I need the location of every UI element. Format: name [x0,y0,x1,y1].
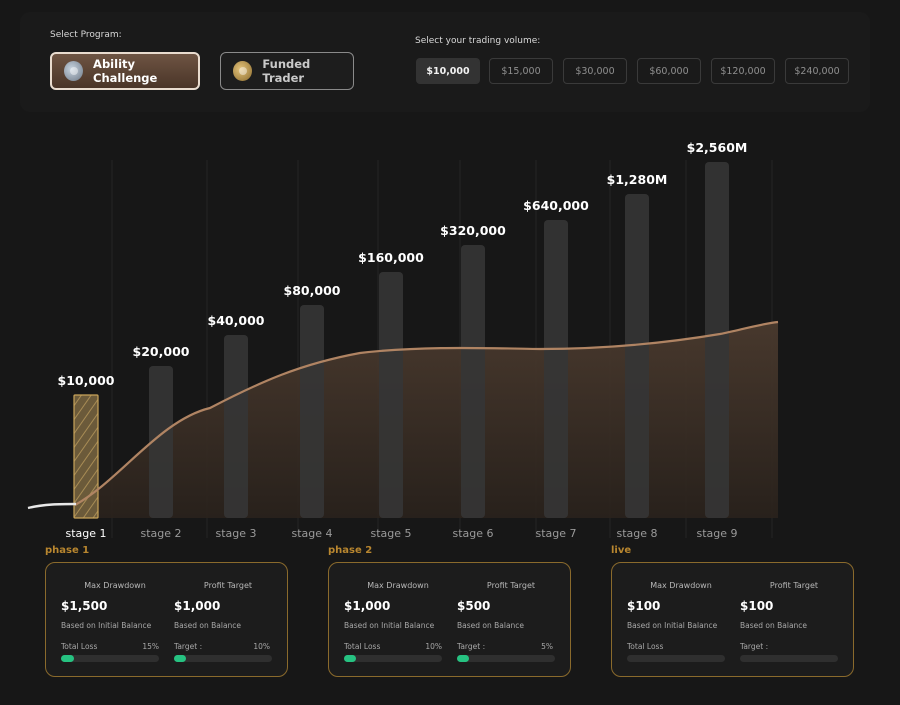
progress-fill [174,655,186,662]
program-option-label: Funded Trader [262,57,311,85]
stage-value-label: $160,000 [358,250,424,265]
stage-bar[interactable] [300,305,324,518]
progress-track [344,655,442,662]
progress-label: Total Loss [627,642,664,651]
volume-option-15000[interactable]: $15,000 [489,58,553,84]
progress-label: Target : [457,642,486,651]
progress-track [457,655,555,662]
stage-bar[interactable] [149,366,173,518]
stage-category-label[interactable]: stage 7 [535,527,576,540]
stage-category-label[interactable]: stage 1 [65,527,106,540]
progress-fill [457,655,469,662]
progress-fill [61,655,75,662]
drawdown-basis: Based on Initial Balance [344,621,435,630]
ability-challenge-button[interactable]: Ability Challenge [50,52,200,90]
section-title: Profit Target [486,581,536,590]
stage-value-label: $640,000 [523,198,589,213]
drawdown-amount: $100 [627,599,661,613]
phase-card: Max Drawdown $100 Based on Initial Balan… [611,562,854,677]
phase-label: phase 1 [45,545,90,556]
stage-category-label[interactable]: stage 2 [140,527,181,540]
max-drawdown-section: Max Drawdown $1,500 Based on Initial Bal… [61,563,169,676]
stage-bar[interactable] [461,245,485,518]
progress-fill [344,655,356,662]
max-drawdown-section: Max Drawdown $100 Based on Initial Balan… [627,563,735,676]
drawdown-amount: $1,000 [344,599,391,613]
stage-bar-active[interactable] [73,394,99,519]
funded-trader-button[interactable]: Funded Trader [220,52,354,90]
stage-bar[interactable] [379,272,403,518]
progress-track [61,655,159,662]
stage-bar[interactable] [625,194,649,518]
drawdown-basis: Based on Initial Balance [61,621,152,630]
volume-option-60000[interactable]: $60,000 [637,58,701,84]
stage-category-label[interactable]: stage 5 [370,527,411,540]
stage-value-label: $80,000 [284,283,341,298]
section-title: Max Drawdown [367,581,429,590]
volume-option-240000[interactable]: $240,000 [785,58,849,84]
progress-label: Total Loss [344,642,381,651]
phase-card: Max Drawdown $1,500 Based on Initial Bal… [45,562,288,677]
stage-category-label[interactable]: stage 3 [215,527,256,540]
target-amount: $500 [457,599,491,613]
drawdown-amount: $1,500 [61,599,108,613]
phase-label: phase 2 [328,545,373,556]
progress-label: Total Loss [61,642,98,651]
stage-growth-chart: $10,000 stage 1 $20,000 stage 2 $40,000 stage… [27,140,779,540]
stage-category-label[interactable]: stage 8 [616,527,657,540]
stage-value-label: $40,000 [208,313,265,328]
target-basis: Based on Balance [457,621,525,630]
stage-bar[interactable] [224,335,248,518]
volume-option-120000[interactable]: $120,000 [711,58,775,84]
section-title: Max Drawdown [650,581,712,590]
stage-category-label[interactable]: stage 6 [452,527,493,540]
program-label: Select Program: [50,30,122,40]
progress-value: 15% [142,642,159,651]
volume-label: Select your trading volume: [415,36,541,46]
progress-label: Target : [174,642,203,651]
progress-value: 10% [425,642,442,651]
volume-option-10000[interactable]: $10,000 [416,58,480,84]
drawdown-basis: Based on Initial Balance [627,621,718,630]
stage-value-label: $320,000 [440,223,506,238]
progress-track [740,655,838,662]
progress-label: Target : [740,642,769,651]
phase-label: live [611,545,632,556]
target-basis: Based on Balance [174,621,242,630]
program-option-label: Ability Challenge [93,57,158,85]
target-basis: Based on Balance [740,621,808,630]
section-title: Max Drawdown [84,581,146,590]
max-drawdown-section: Max Drawdown $1,000 Based on Initial Bal… [344,563,452,676]
growth-curve-line [74,320,779,506]
stage-value-label: $20,000 [133,344,190,359]
progress-track [174,655,272,662]
stage-value-label: $1,280M [607,172,668,187]
phase-card: Max Drawdown $1,000 Based on Initial Bal… [328,562,571,677]
progress-track [627,655,725,662]
profit-target-section: Profit Target $500 Based on Balance Targ… [457,563,565,676]
silver-coin-icon [64,61,84,81]
stage-value-label: $10,000 [58,373,115,388]
stage-category-label[interactable]: stage 9 [696,527,737,540]
stage-value-label: $2,560M [687,140,748,155]
growth-curve-area [75,322,778,518]
gold-coin-icon [233,61,253,81]
progress-value: 5% [541,642,553,651]
volume-option-30000[interactable]: $30,000 [563,58,627,84]
profit-target-section: Profit Target $1,000 Based on Balance Ta… [174,563,282,676]
target-amount: $1,000 [174,599,221,613]
section-title: Profit Target [769,581,819,590]
profit-target-section: Profit Target $100 Based on Balance Targ… [740,563,848,676]
progress-value: 10% [253,642,270,651]
stage-bar[interactable] [544,220,568,518]
section-title: Profit Target [203,581,253,590]
target-amount: $100 [740,599,774,613]
stage-bar[interactable] [705,162,729,518]
growth-curve-start [27,502,77,510]
stage-category-label[interactable]: stage 4 [291,527,332,540]
